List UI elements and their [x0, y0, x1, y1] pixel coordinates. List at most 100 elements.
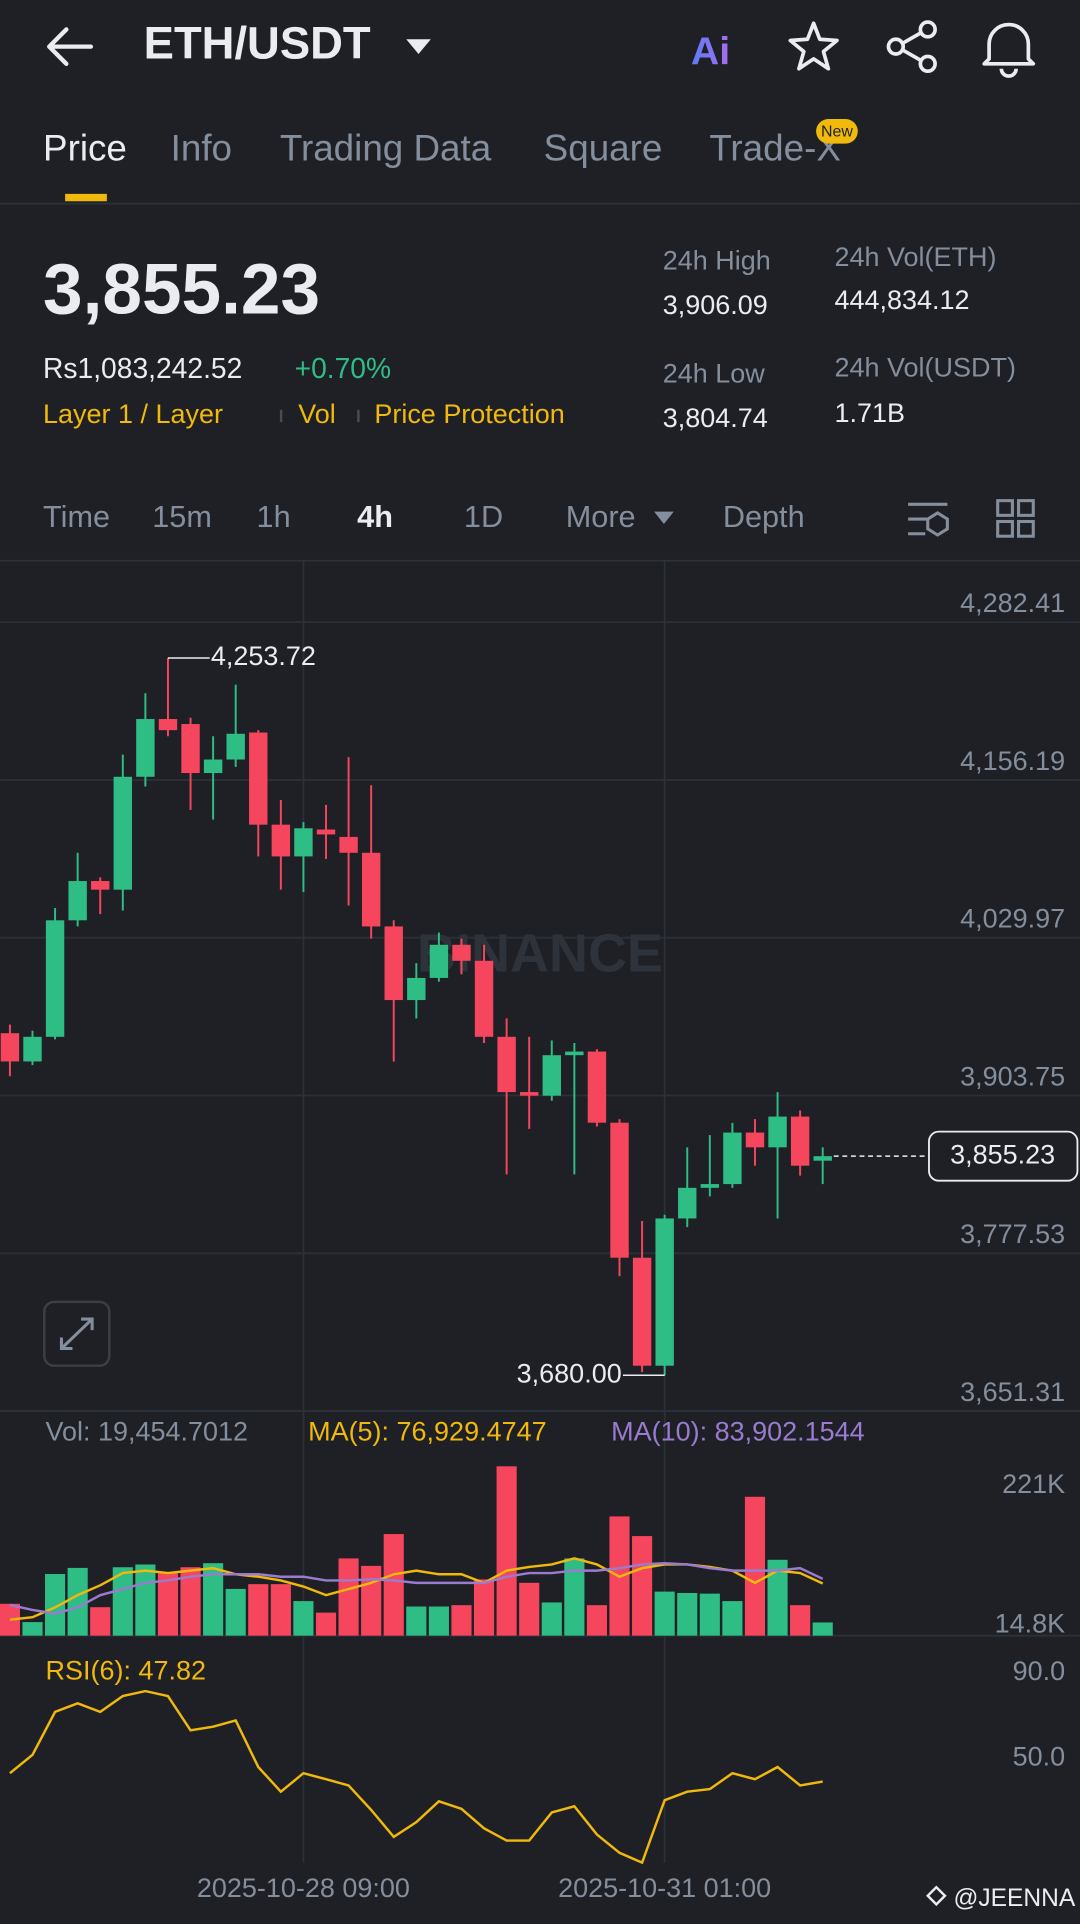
- credit-logo: [926, 1885, 947, 1907]
- candle-body: [745, 1132, 765, 1148]
- stat-value: 3,906.09: [663, 290, 768, 320]
- candle-body: [655, 1218, 674, 1366]
- candle-body: [474, 960, 494, 1037]
- separator: [279, 409, 283, 423]
- tag[interactable]: Layer 1 / Layer: [43, 399, 223, 429]
- interval[interactable]: 1D: [464, 500, 503, 534]
- tag[interactable]: Price Protection: [374, 399, 564, 429]
- volume-bar: [270, 1584, 291, 1636]
- indicator-line: [9, 1562, 824, 1615]
- low-label: 3,680.00: [517, 1358, 622, 1388]
- last-price-box: [928, 1130, 1079, 1182]
- volume-bar: [451, 1605, 472, 1636]
- ai-button[interactable]: Ai: [691, 29, 730, 73]
- y-tick-label: 50.0: [1013, 1742, 1066, 1772]
- volume-bar: [564, 1558, 585, 1636]
- fullscreen-button[interactable]: [43, 1300, 111, 1367]
- local-price: Rs1,083,242.52: [43, 352, 242, 384]
- y-tick-label: 3,651.31: [960, 1377, 1065, 1407]
- volume-bar: [790, 1605, 811, 1636]
- candle-body: [158, 719, 178, 731]
- candle-body: [497, 1036, 516, 1093]
- volume-bar: [248, 1584, 269, 1636]
- high-label: 4,253.72: [211, 641, 316, 671]
- interval[interactable]: More: [566, 500, 636, 534]
- candle-body: [813, 1156, 832, 1161]
- volume-bar: [180, 1567, 201, 1636]
- more-dropdown[interactable]: [654, 511, 674, 524]
- volume-bar: [67, 1567, 88, 1636]
- stat-label: 24h Vol(USDT): [834, 352, 1015, 382]
- active-tab-indicator: [65, 193, 107, 202]
- stat-value: 1.71B: [834, 398, 905, 428]
- stat-label: 24h Vol(ETH): [834, 242, 996, 272]
- candle-body: [768, 1116, 787, 1148]
- candle-body: [452, 944, 471, 961]
- volume-bar: [519, 1582, 540, 1636]
- volume-bar: [361, 1565, 382, 1636]
- tab[interactable]: Price: [43, 128, 127, 169]
- candle-body: [113, 776, 133, 890]
- volume-bar: [722, 1601, 743, 1636]
- candle-body: [45, 920, 65, 1037]
- y-tick-label: 3,903.75: [960, 1061, 1065, 1091]
- y-tick-label: 4,156.19: [960, 746, 1065, 776]
- stat-label: 24h High: [663, 246, 771, 276]
- pair-title[interactable]: ETH/USDT: [144, 18, 371, 69]
- share-button[interactable]: [886, 20, 937, 74]
- candle-body: [723, 1132, 742, 1185]
- candle-body: [429, 944, 449, 978]
- favorite-button[interactable]: [788, 21, 839, 71]
- fullscreen-icon: [59, 1317, 94, 1351]
- candle-body: [361, 852, 381, 927]
- interval[interactable]: Depth: [723, 500, 805, 534]
- interval[interactable]: Time: [43, 500, 110, 534]
- candle-body: [68, 881, 87, 921]
- pair-dropdown[interactable]: [406, 39, 431, 54]
- candle-body: [23, 1036, 42, 1062]
- volume-bar: [135, 1564, 156, 1636]
- volume-bar: [677, 1592, 698, 1636]
- candle-body: [632, 1257, 652, 1366]
- layout-button[interactable]: [996, 499, 1035, 538]
- tab[interactable]: Square: [544, 128, 663, 169]
- candle-body: [181, 724, 200, 774]
- stat-label: 24h Low: [663, 359, 766, 389]
- interval[interactable]: 4h: [357, 500, 393, 534]
- new-badge: [816, 119, 858, 144]
- candle-body: [565, 1051, 584, 1056]
- volume-bar: [315, 1612, 337, 1636]
- tab[interactable]: Info: [171, 128, 232, 169]
- volume-bar: [45, 1574, 66, 1636]
- stat-value: 3,804.74: [663, 403, 768, 433]
- y-tick-label: 4,029.97: [960, 904, 1065, 934]
- tag[interactable]: Vol: [298, 399, 336, 429]
- tab[interactable]: Trading Data: [280, 128, 492, 169]
- volume-bar: [157, 1573, 179, 1636]
- stat-value: 444,834.12: [834, 285, 969, 315]
- legend: Vol: 19,454.7012: [46, 1416, 249, 1446]
- volume-bar: [699, 1593, 720, 1636]
- candle-body: [407, 977, 426, 1001]
- alert-button[interactable]: [982, 22, 1036, 78]
- y-tick-label: 14.8K: [995, 1609, 1066, 1639]
- interval[interactable]: 15m: [152, 500, 212, 534]
- volume-bar: [541, 1602, 562, 1636]
- candle-body: [271, 824, 291, 857]
- x-tick-label: 2025-10-28 09:00: [197, 1873, 410, 1903]
- indicator-line: [9, 1689, 823, 1865]
- new-badge-text: New: [821, 124, 853, 141]
- y-tick-label: 4,282.41: [960, 588, 1065, 618]
- credit: @JEENNA: [954, 1885, 1076, 1912]
- indicator-settings[interactable]: [908, 502, 949, 537]
- y-tick-label: 3,777.53: [960, 1219, 1065, 1249]
- volume-bar: [586, 1605, 607, 1636]
- candle-body: [203, 759, 223, 774]
- interval[interactable]: 1h: [257, 500, 291, 534]
- candle-body: [91, 881, 110, 890]
- x-tick-label: 2025-10-31 01:00: [558, 1873, 771, 1903]
- back-button[interactable]: [47, 27, 94, 66]
